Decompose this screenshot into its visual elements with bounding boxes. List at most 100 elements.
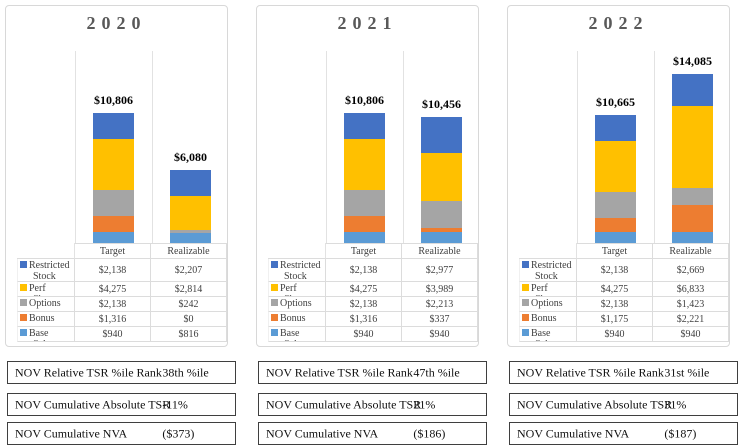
value-cell-realizable: $242 <box>151 297 227 312</box>
legend-marker <box>20 261 27 268</box>
stacked-bar-target <box>344 113 385 243</box>
value-cell-target: $1,316 <box>75 312 151 327</box>
metric-label: NOV Cumulative Absolute TSR <box>517 397 673 411</box>
bar-segment <box>421 153 462 201</box>
legend-marker <box>522 284 529 291</box>
legend-item: Base Salary <box>268 327 326 342</box>
value-cell-realizable: $0 <box>151 312 227 327</box>
plot-area: $10,806 $6,080 <box>75 51 228 243</box>
legend-item: Restricted Stock <box>519 259 577 282</box>
metric-box-relative-tsr: NOV Relative TSR %ile Rank 31st %ile <box>509 361 738 384</box>
bar-segment <box>672 74 713 106</box>
legend-marker <box>271 314 278 321</box>
bar-segment <box>344 190 385 216</box>
table-corner-cell <box>17 243 75 259</box>
value-cell-target: $940 <box>577 327 653 342</box>
legend-marker <box>271 329 278 336</box>
legend-marker <box>20 284 27 291</box>
year-column-2022: 2022 $10,665 $14,085 Target Realizable Rest… <box>507 5 740 445</box>
legend-item: Restricted Stock <box>268 259 326 282</box>
bar-segment <box>595 232 636 243</box>
metric-box-absolute-tsr: NOV Cumulative Absolute TSR -11% <box>7 393 236 416</box>
bar-segment <box>93 232 134 243</box>
legend-item: Options <box>17 297 75 312</box>
legend-marker <box>522 299 529 306</box>
metric-label: NOV Cumulative NVA <box>15 426 128 440</box>
bar-total-label: $6,080 <box>174 150 207 164</box>
bar-segment <box>170 230 211 233</box>
column-header: Target <box>75 243 151 259</box>
value-cell-target: $4,275 <box>326 282 402 297</box>
bar-segment <box>344 216 385 232</box>
stacked-bar-target <box>595 115 636 243</box>
legend-marker <box>522 314 529 321</box>
plot-area: $10,806 $10,456 <box>326 51 479 243</box>
metric-label: NOV Cumulative Absolute TSR <box>266 397 422 411</box>
legend-item: Restricted Stock <box>17 259 75 282</box>
bar-total-label: $10,456 <box>422 97 461 111</box>
metric-value: 47th %ile <box>413 365 460 379</box>
bar-segment <box>421 201 462 228</box>
legend-marker <box>20 314 27 321</box>
metric-box-nva: NOV Cumulative NVA ($186) <box>258 422 487 445</box>
legend-marker <box>271 299 278 306</box>
bar-total-label: $10,806 <box>94 93 133 107</box>
bar-segment <box>672 106 713 188</box>
data-table: Target Realizable Restricted Stock $2,138 $2… <box>268 243 478 342</box>
value-cell-realizable: $2,669 <box>653 259 729 282</box>
value-cell-realizable: $3,989 <box>402 282 478 297</box>
value-cell-realizable: $2,814 <box>151 282 227 297</box>
year-column-2021: 2021 $10,806 $10,456 Target Realizable Rest… <box>256 5 489 445</box>
metric-value: ($187) <box>664 426 697 440</box>
value-cell-target: $940 <box>75 327 151 342</box>
value-cell-realizable: $2,221 <box>653 312 729 327</box>
value-cell-realizable: $2,207 <box>151 259 227 282</box>
value-cell-realizable: $940 <box>653 327 729 342</box>
data-table: Target Realizable Restricted Stock $2,138 $2… <box>17 243 227 342</box>
bar-segment <box>595 218 636 232</box>
bar-segment <box>421 232 462 243</box>
value-cell-realizable: $6,833 <box>653 282 729 297</box>
value-cell-target: $1,175 <box>577 312 653 327</box>
bar-segment <box>170 233 211 243</box>
table-corner-cell <box>519 243 577 259</box>
metric-label: NOV Cumulative NVA <box>517 426 630 440</box>
bar-total-label: $10,665 <box>596 95 635 109</box>
value-cell-realizable: $940 <box>402 327 478 342</box>
stacked-bar-realizable <box>421 117 462 243</box>
chart-2022: 2022 $10,665 $14,085 Target Realizable Rest… <box>507 5 730 347</box>
metric-value: -11% <box>162 397 188 411</box>
value-cell-target: $2,138 <box>75 297 151 312</box>
value-cell-target: $2,138 <box>326 259 402 282</box>
legend-marker <box>271 284 278 291</box>
metric-box-absolute-tsr: NOV Cumulative Absolute TSR 31% <box>509 393 738 416</box>
bar-segment <box>93 113 134 139</box>
table-corner-cell <box>268 243 326 259</box>
metric-value: 21% <box>413 397 436 411</box>
bar-total-label: $10,806 <box>345 93 384 107</box>
gridline <box>403 51 404 243</box>
value-cell-realizable: $337 <box>402 312 478 327</box>
data-table: Target Realizable Restricted Stock $2,138 $2… <box>519 243 729 342</box>
stacked-bar-target <box>93 113 134 243</box>
legend-item: Bonus <box>268 312 326 327</box>
gridline <box>152 51 153 243</box>
bar-segment <box>672 205 713 232</box>
legend-item: Bonus <box>17 312 75 327</box>
metric-value: ($373) <box>162 426 195 440</box>
legend-marker <box>271 261 278 268</box>
plot-area: $10,665 $14,085 <box>577 51 730 243</box>
metric-label: NOV Relative TSR %ile Rank <box>517 365 664 379</box>
column-header: Realizable <box>653 243 729 259</box>
column-header: Target <box>577 243 653 259</box>
legend-marker <box>522 329 529 336</box>
legend-item: Bonus <box>519 312 577 327</box>
metric-value: 31st %ile <box>664 365 710 379</box>
legend-marker <box>20 329 27 336</box>
bar-segment <box>93 190 134 216</box>
metric-label: NOV Cumulative NVA <box>266 426 379 440</box>
legend-item: Base Salary <box>519 327 577 342</box>
value-cell-target: $2,138 <box>75 259 151 282</box>
year-column-2020: 2020 $10,806 $6,080 Target Realizable Restr… <box>5 5 238 445</box>
